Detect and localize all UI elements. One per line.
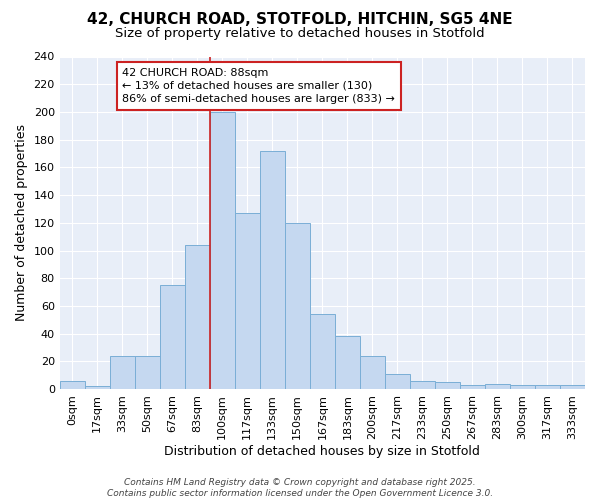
Bar xyxy=(335,336,360,389)
Bar xyxy=(85,386,110,389)
Bar xyxy=(410,381,435,389)
Y-axis label: Number of detached properties: Number of detached properties xyxy=(15,124,28,322)
Bar xyxy=(360,356,385,389)
Bar xyxy=(460,385,485,389)
Text: 42, CHURCH ROAD, STOTFOLD, HITCHIN, SG5 4NE: 42, CHURCH ROAD, STOTFOLD, HITCHIN, SG5 … xyxy=(87,12,513,28)
Bar xyxy=(135,356,160,389)
Bar xyxy=(59,381,85,389)
Bar xyxy=(235,213,260,389)
Bar xyxy=(535,385,560,389)
Bar xyxy=(210,112,235,389)
Bar xyxy=(110,356,135,389)
Bar xyxy=(435,382,460,389)
Bar xyxy=(285,223,310,389)
Bar xyxy=(560,385,585,389)
Bar xyxy=(160,285,185,389)
Bar xyxy=(510,385,535,389)
Bar xyxy=(310,314,335,389)
Bar xyxy=(185,245,210,389)
Bar xyxy=(385,374,410,389)
X-axis label: Distribution of detached houses by size in Stotfold: Distribution of detached houses by size … xyxy=(164,444,480,458)
Text: Contains HM Land Registry data © Crown copyright and database right 2025.
Contai: Contains HM Land Registry data © Crown c… xyxy=(107,478,493,498)
Text: 42 CHURCH ROAD: 88sqm
← 13% of detached houses are smaller (130)
86% of semi-det: 42 CHURCH ROAD: 88sqm ← 13% of detached … xyxy=(122,68,395,104)
Bar xyxy=(260,150,285,389)
Bar xyxy=(485,384,510,389)
Text: Size of property relative to detached houses in Stotfold: Size of property relative to detached ho… xyxy=(115,28,485,40)
